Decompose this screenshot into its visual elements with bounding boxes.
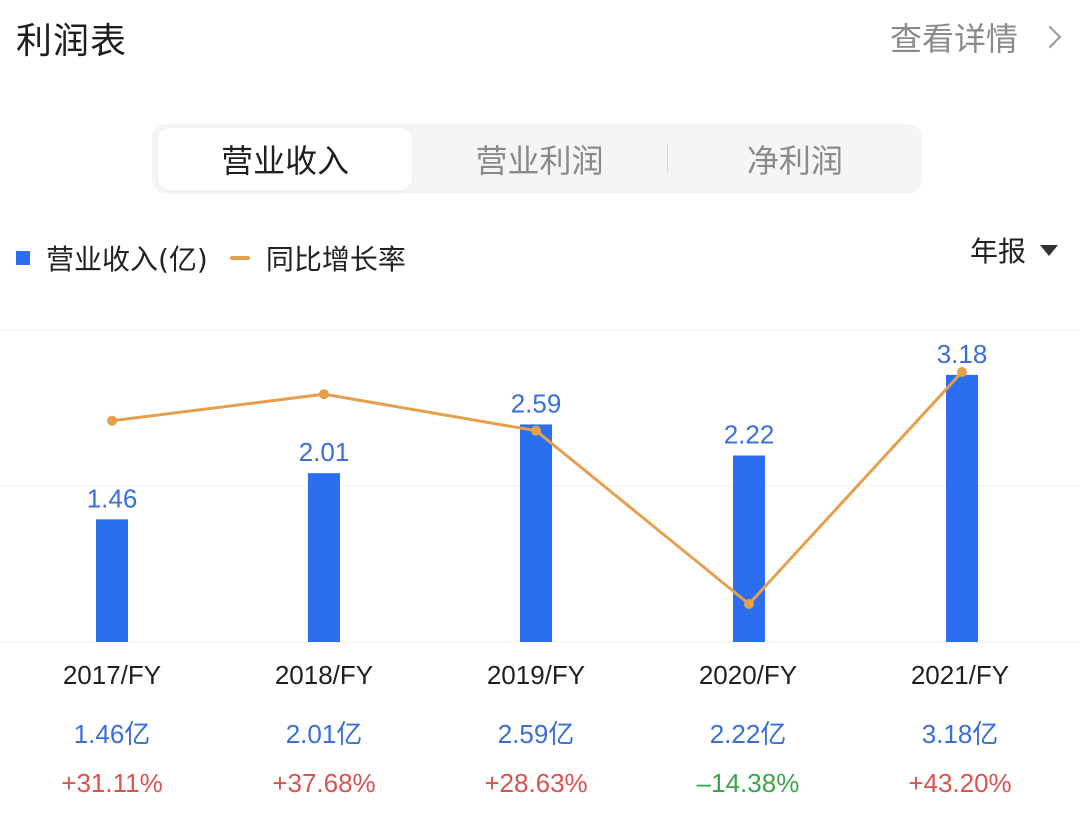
- revenue-bar: [946, 374, 978, 642]
- tab-revenue[interactable]: 营业收入: [158, 128, 413, 190]
- bar-value-label: 2.22: [724, 420, 775, 450]
- revenue-bar: [733, 455, 765, 642]
- chart-legend: 营业收入(亿) 同比增长率: [16, 238, 406, 278]
- metric-tabs: 营业收入 营业利润 净利润: [152, 124, 922, 194]
- growth-point: [319, 389, 329, 400]
- growth-point: [107, 415, 117, 426]
- year-label: 2018/FY: [274, 660, 374, 690]
- revenue-bar: [520, 424, 552, 642]
- tab-divider: [666, 145, 668, 173]
- revenue-growth-chart: 1.46 2.01 2.59 2.22 3.18: [0, 329, 1080, 643]
- revenue-bar: [96, 519, 128, 642]
- revenue-value: 2.01亿: [285, 719, 363, 749]
- bar-value-label: 2.59: [511, 388, 562, 418]
- growth-value: –14.38%: [696, 768, 800, 798]
- revenue-bar: [308, 473, 340, 642]
- year-row: 2017/FY 2018/FY 2019/FY 2020/FY 2021/FY: [0, 660, 1080, 700]
- growth-value: +37.68%: [272, 768, 376, 798]
- growth-point: [531, 425, 541, 436]
- view-details-label: 查看详情: [889, 20, 1018, 58]
- period-select[interactable]: 年报: [970, 230, 1058, 270]
- revenue-value: 2.59亿: [497, 719, 575, 749]
- bar-value-label: 3.18: [937, 339, 988, 369]
- period-select-value: 年报: [969, 235, 1026, 268]
- growth-point: [744, 599, 754, 609]
- legend-line-swatch: [229, 256, 250, 260]
- growth-point: [957, 367, 967, 377]
- revenue-value: 2.22亿: [709, 719, 787, 749]
- year-label: 2019/FY: [486, 660, 586, 690]
- growth-row: +31.11% +37.68% +28.63% –14.38% +43.20%: [0, 768, 1080, 808]
- growth-value: +43.20%: [908, 768, 1012, 798]
- bar-value-label: 1.46: [87, 483, 138, 513]
- bar-value-label: 2.01: [299, 437, 350, 467]
- year-label: 2021/FY: [910, 660, 1010, 690]
- legend-bar-label: 营业收入(亿): [46, 243, 208, 276]
- growth-value: +31.11%: [61, 768, 163, 798]
- tab-operating-profit[interactable]: 营业利润: [475, 142, 604, 180]
- view-details-link[interactable]: 查看详情: [890, 14, 1064, 60]
- revenue-value: 3.18亿: [921, 719, 999, 749]
- legend-bar-swatch: [16, 251, 30, 265]
- tab-net-profit[interactable]: 净利润: [746, 142, 843, 180]
- caret-down-icon: [1040, 244, 1058, 256]
- revenue-row: 1.46亿 2.01亿 2.59亿 2.22亿 3.18亿: [0, 714, 1080, 754]
- year-label: 2017/FY: [62, 660, 162, 690]
- legend-line-label: 同比增长率: [265, 243, 406, 276]
- year-label: 2020/FY: [698, 660, 798, 690]
- growth-value: +28.63%: [484, 768, 588, 798]
- chevron-right-icon: [1038, 25, 1062, 49]
- revenue-value: 1.46亿: [73, 719, 151, 749]
- page-title: 利润表: [16, 21, 128, 62]
